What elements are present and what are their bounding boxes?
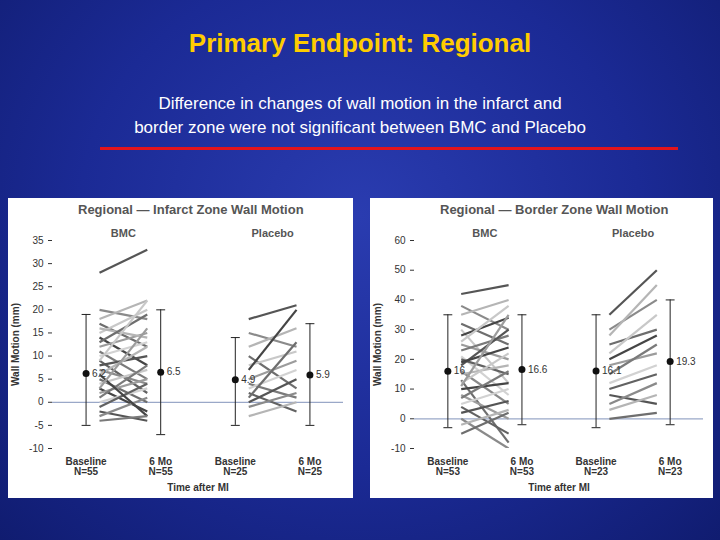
svg-text:40: 40 (394, 294, 406, 305)
svg-text:BMC: BMC (472, 227, 497, 239)
svg-text:Wall Motion (mm): Wall Motion (mm) (10, 303, 21, 386)
svg-text:Time after MI: Time after MI (528, 482, 590, 493)
svg-text:-10: -10 (391, 443, 406, 454)
svg-text:50: 50 (394, 264, 406, 275)
svg-text:BaselineN=23: BaselineN=23 (575, 456, 617, 477)
html-text:Regional — Border Zone Wall Mo: Regional — Border Zone Wall Motion (440, 202, 669, 217)
svg-text:5: 5 (38, 373, 44, 384)
svg-text:4.9: 4.9 (241, 374, 255, 385)
svg-text:BMC: BMC (111, 227, 136, 239)
svg-text:Placebo: Placebo (252, 227, 294, 239)
svg-text:60: 60 (394, 235, 406, 246)
svg-text:16.1: 16.1 (602, 365, 622, 376)
svg-text:19.3: 19.3 (676, 356, 696, 367)
svg-text:30: 30 (32, 258, 44, 269)
svg-text:Wall Motion (mm): Wall Motion (mm) (372, 303, 383, 386)
svg-text:6 MoN=23: 6 MoN=23 (658, 456, 683, 477)
svg-text:15: 15 (32, 327, 44, 338)
svg-text:6.5: 6.5 (167, 366, 181, 377)
svg-text:-5: -5 (35, 420, 44, 431)
svg-text:25: 25 (32, 281, 44, 292)
svg-text:0: 0 (400, 413, 406, 424)
html-text:border zone were not significa: border zone were not significant between… (134, 118, 586, 137)
html-text:Primary Endpoint: Regional: Primary Endpoint: Regional (188, 28, 532, 58)
svg-text:BaselineN=53: BaselineN=53 (427, 456, 469, 477)
svg-text:BaselineN=55: BaselineN=55 (66, 456, 108, 477)
svg-text:35: 35 (32, 235, 44, 246)
svg-text:10: 10 (394, 383, 406, 394)
svg-text:6 MoN=25: 6 MoN=25 (298, 456, 323, 477)
svg-text:20: 20 (32, 304, 44, 315)
svg-text:0: 0 (38, 396, 44, 407)
svg-text:10: 10 (32, 350, 44, 361)
svg-text:6 MoN=53: 6 MoN=53 (510, 456, 535, 477)
svg-text:16.6: 16.6 (528, 364, 548, 375)
svg-text:BaselineN=25: BaselineN=25 (215, 456, 257, 477)
svg-text:6.2: 6.2 (92, 368, 106, 379)
svg-text:Placebo: Placebo (612, 227, 654, 239)
svg-text:20: 20 (394, 354, 406, 365)
svg-text:16: 16 (454, 365, 466, 376)
svg-text:-10: -10 (29, 443, 44, 454)
html-text:Difference in changes of wall: Difference in changes of wall motion in … (158, 94, 562, 113)
svg-text:5.9: 5.9 (316, 369, 330, 380)
svg-text:Time after MI: Time after MI (167, 482, 229, 493)
html-text:Regional — Infarct Zone Wall M: Regional — Infarct Zone Wall Motion (78, 202, 304, 217)
svg-text:30: 30 (394, 324, 406, 335)
svg-text:6 MoN=55: 6 MoN=55 (149, 456, 174, 477)
